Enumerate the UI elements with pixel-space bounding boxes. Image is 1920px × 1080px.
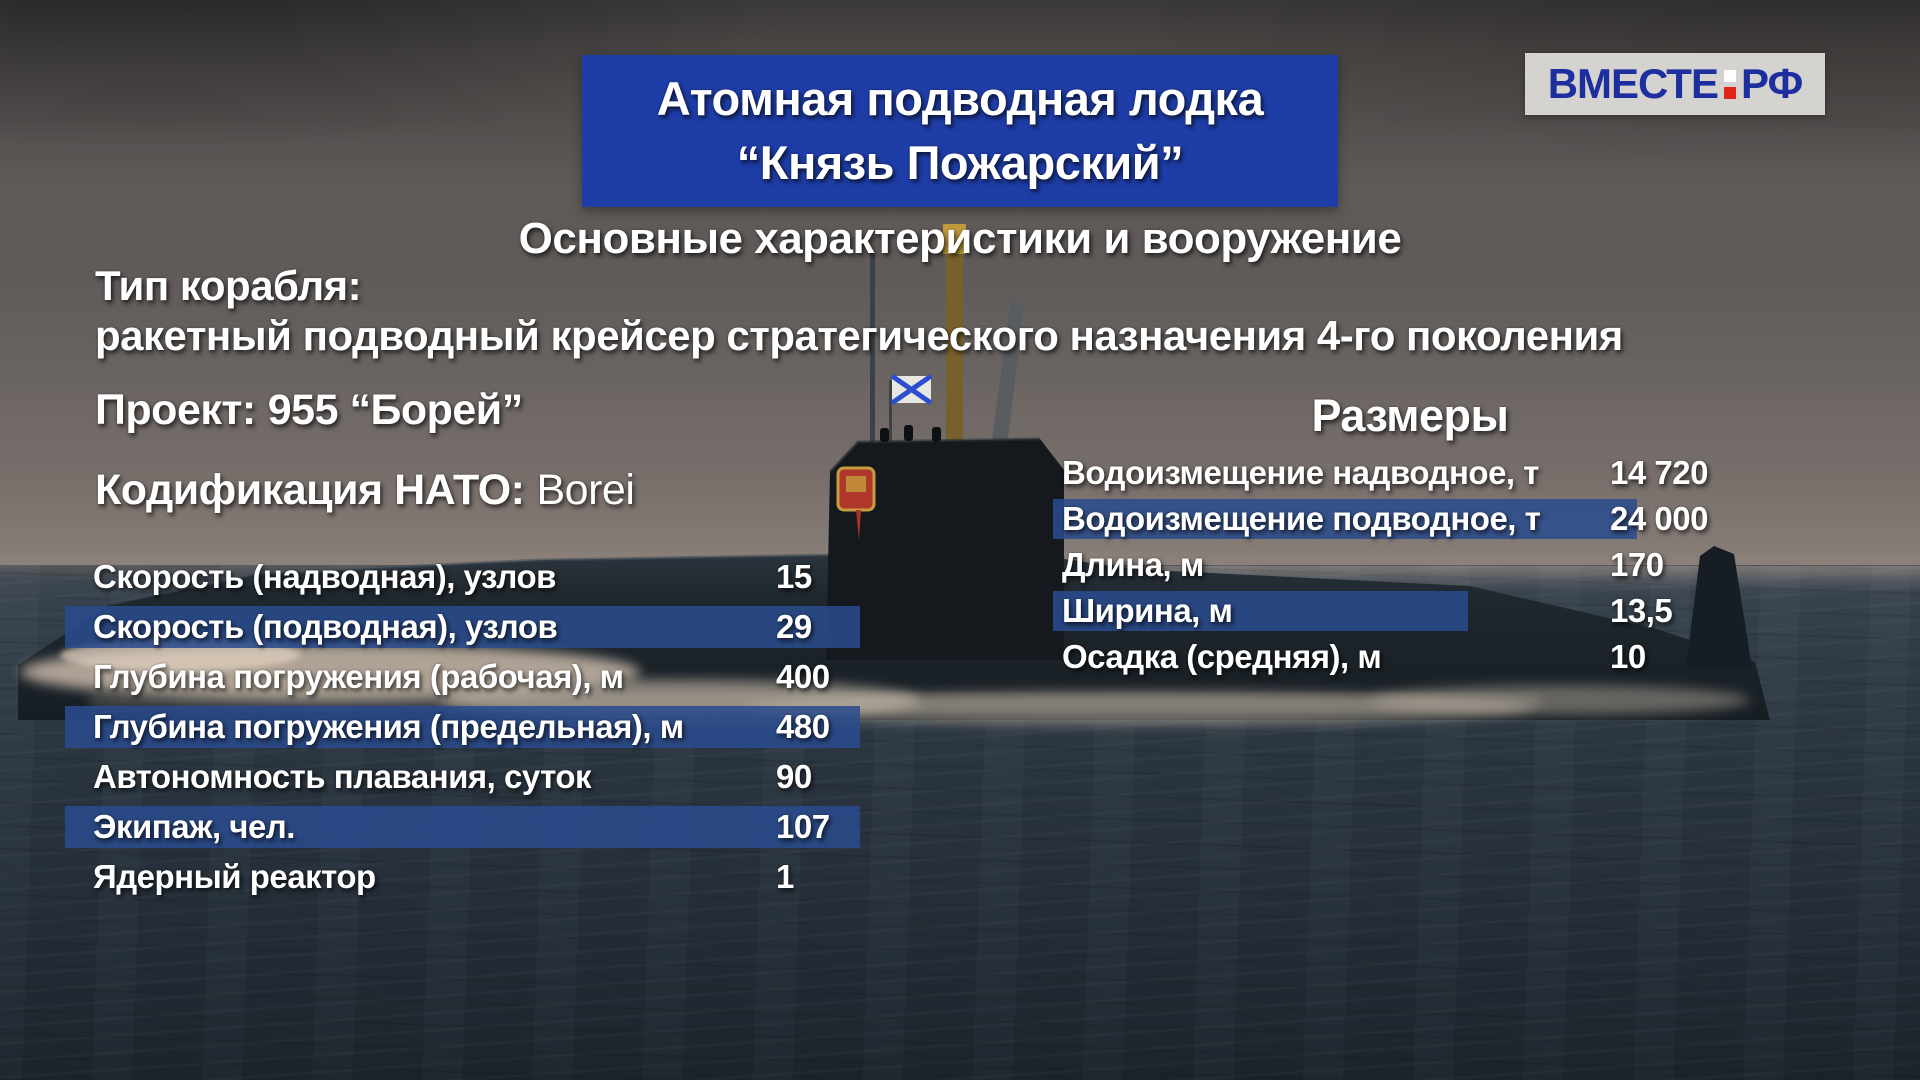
row-label: Длина, м bbox=[1062, 546, 1204, 583]
gray-mast bbox=[990, 298, 1024, 455]
row-label: Ядерный реактор bbox=[93, 858, 376, 895]
row-value: 107 bbox=[776, 808, 830, 845]
row-label: Скорость (подводная), узлов bbox=[93, 608, 558, 645]
table-row: Глубина погружения (рабочая), м 400 bbox=[65, 656, 860, 698]
sail-crest-emblem bbox=[836, 466, 876, 540]
row-label: Скорость (надводная), узлов bbox=[93, 558, 556, 595]
st-andrews-flag bbox=[890, 373, 933, 406]
nato-value: Borei bbox=[536, 466, 635, 514]
title-line-2: “Князь Пожарский” bbox=[736, 136, 1184, 189]
colon-square-red bbox=[1723, 86, 1736, 99]
table-row: Водоизмещение надводное, т 14 720 bbox=[1053, 453, 1793, 493]
table-row: Длина, м 170 bbox=[1053, 545, 1793, 585]
performance-table: Скорость (надводная), узлов 15 Скорость … bbox=[65, 556, 860, 916]
row-value: 29 bbox=[776, 608, 812, 645]
table-row: Водоизмещение подводное, т 24 000 bbox=[1053, 499, 1793, 539]
row-value: 13,5 bbox=[1610, 592, 1673, 629]
row-label: Глубина погружения (предельная), м bbox=[93, 708, 684, 745]
logo-text-right: РФ bbox=[1740, 60, 1803, 107]
title-line-1: Атомная подводная лодка bbox=[656, 72, 1264, 125]
colon-square-white bbox=[1723, 69, 1736, 82]
row-highlight-bar bbox=[65, 806, 860, 848]
row-label: Глубина погружения (рабочая), м bbox=[93, 658, 624, 695]
nato-code-line: Кодификация НАТО: Borei bbox=[95, 466, 635, 515]
submarine-sail bbox=[826, 439, 1064, 660]
row-value: 400 bbox=[776, 658, 830, 695]
table-row: Ширина, м 13,5 bbox=[1053, 591, 1793, 631]
row-value: 170 bbox=[1610, 546, 1664, 583]
title-banner: Атомная подводная лодка “Князь Пожарский… bbox=[582, 55, 1338, 207]
project-line: Проект: 955 “Борей” bbox=[95, 386, 523, 435]
dimensions-section-title: Размеры bbox=[1311, 390, 1509, 441]
row-label: Автономность плавания, суток bbox=[93, 758, 592, 795]
project-value: 955 “Борей” bbox=[267, 386, 523, 434]
table-row: Автономность плавания, суток 90 bbox=[65, 756, 860, 798]
row-highlight-bar bbox=[65, 706, 860, 748]
row-label: Водоизмещение подводное, т bbox=[1062, 500, 1541, 537]
row-label: Водоизмещение надводное, т bbox=[1062, 454, 1539, 491]
tail-fin bbox=[1686, 546, 1752, 668]
dimensions-table: Водоизмещение надводное, т 14 720 Водоиз… bbox=[1053, 453, 1793, 693]
row-value: 480 bbox=[776, 708, 830, 745]
table-row: Скорость (подводная), узлов 29 bbox=[65, 606, 860, 648]
table-row: Глубина погружения (предельная), м 480 bbox=[65, 706, 860, 748]
row-label: Экипаж, чел. bbox=[93, 808, 295, 845]
row-value: 24 000 bbox=[1610, 500, 1708, 537]
main-mast bbox=[946, 250, 963, 460]
row-value: 15 bbox=[776, 558, 812, 595]
row-highlight-bar bbox=[1053, 499, 1637, 539]
page-subtitle: Основные характеристики и вооружение bbox=[518, 214, 1402, 263]
logo-colon-icon bbox=[1723, 69, 1736, 99]
row-highlight-bar bbox=[1053, 591, 1468, 631]
table-row: Скорость (надводная), узлов 15 bbox=[65, 556, 860, 598]
row-value: 10 bbox=[1610, 638, 1646, 675]
ship-type-value: ракетный подводный крейсер стратегическо… bbox=[95, 312, 1623, 359]
channel-logo: ВМЕСТЕ РФ bbox=[1525, 53, 1825, 115]
row-value: 90 bbox=[776, 758, 812, 795]
row-value: 14 720 bbox=[1610, 454, 1708, 491]
table-row: Ядерный реактор 1 bbox=[65, 856, 860, 898]
row-highlight-bar bbox=[65, 606, 860, 648]
project-label: Проект: bbox=[95, 386, 256, 434]
row-value: 1 bbox=[776, 858, 794, 895]
antenna-mast bbox=[870, 252, 875, 452]
logo-text-left: ВМЕСТЕ bbox=[1547, 60, 1719, 107]
table-row: Осадка (средняя), м 10 bbox=[1053, 637, 1793, 677]
nato-label: Кодификация НАТО: bbox=[95, 466, 525, 514]
row-label: Осадка (средняя), м bbox=[1062, 638, 1382, 675]
table-row: Экипаж, чел. 107 bbox=[65, 806, 860, 848]
sailor-figures bbox=[880, 425, 941, 442]
ship-type-label: Тип корабля: bbox=[95, 262, 362, 309]
flag-pole bbox=[889, 380, 892, 470]
row-label: Ширина, м bbox=[1062, 592, 1233, 629]
main-mast-cap bbox=[943, 224, 966, 254]
